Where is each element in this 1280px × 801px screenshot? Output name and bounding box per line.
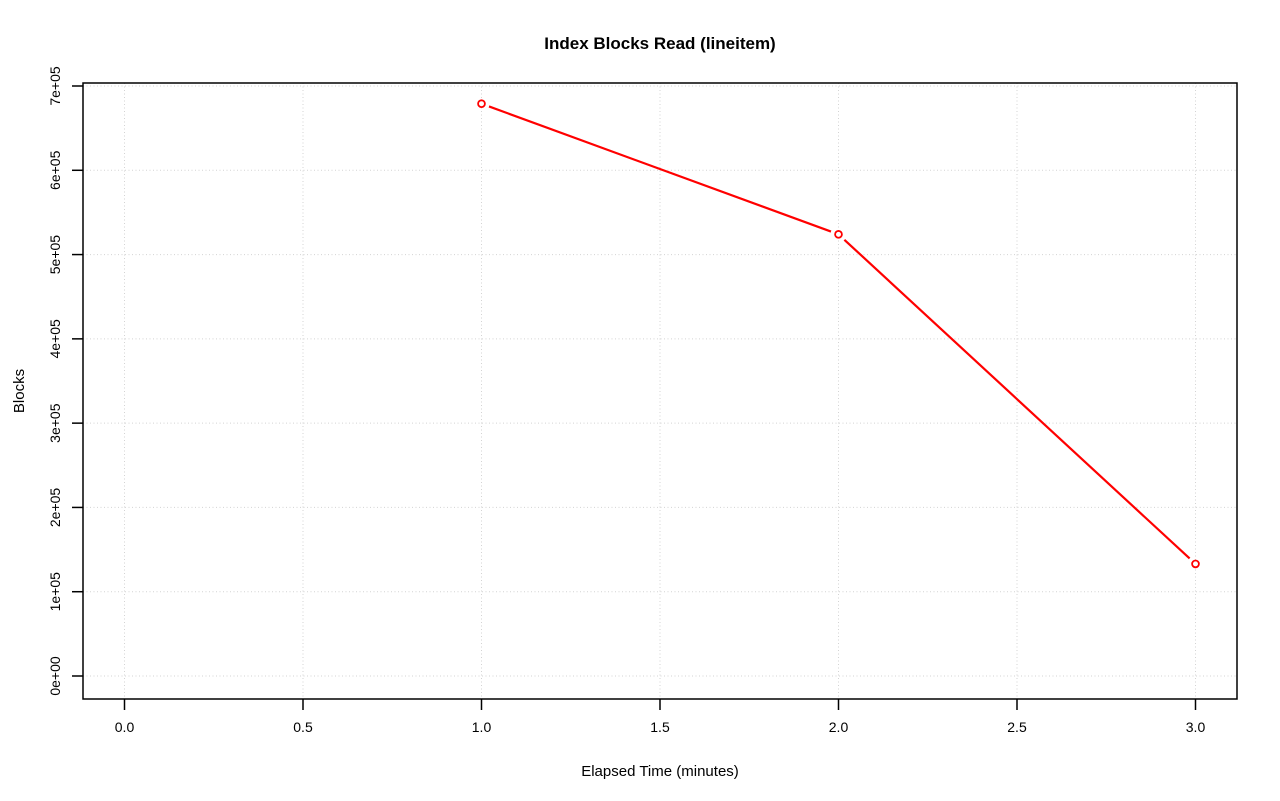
x-tick-label: 0.0 <box>115 719 135 735</box>
y-tick-label: 0e+00 <box>47 656 63 696</box>
x-tick-label: 1.0 <box>472 719 492 735</box>
y-tick-label: 6e+05 <box>47 150 63 190</box>
x-tick-label: 0.5 <box>293 719 313 735</box>
chart-title: Index Blocks Read (lineitem) <box>544 34 775 53</box>
data-point-marker <box>834 230 843 239</box>
data-point-marker <box>1191 559 1200 569</box>
x-tick-label: 2.5 <box>1007 719 1027 735</box>
y-tick-label: 5e+05 <box>47 235 63 275</box>
tick-label-layer: 0.0 0.5 1.0 1.5 2.0 2.5 3.0 0e+00 1e+05 2e+05 3e+0… <box>47 66 1205 735</box>
y-tick-label: 7e+05 <box>47 66 63 106</box>
y-tick-label: 3e+05 <box>47 403 63 443</box>
series-line-segment <box>488 105 832 233</box>
y-tick-label: 4e+05 <box>47 319 63 359</box>
grid-layer <box>83 83 1237 699</box>
series-line-segment <box>843 238 1191 560</box>
y-tick-label: 1e+05 <box>47 572 63 612</box>
data-series-layer <box>477 99 1200 569</box>
x-tick-label: 1.5 <box>650 719 670 735</box>
data-point-marker <box>477 99 486 109</box>
x-tick-label: 2.0 <box>829 719 849 735</box>
x-tick-label: 3.0 <box>1186 719 1206 735</box>
y-axis-label: Blocks <box>11 369 28 413</box>
y-tick-label: 2e+05 <box>47 488 63 528</box>
axis-tick-layer <box>72 85 1197 710</box>
x-axis-label: Elapsed Time (minutes) <box>581 763 739 780</box>
